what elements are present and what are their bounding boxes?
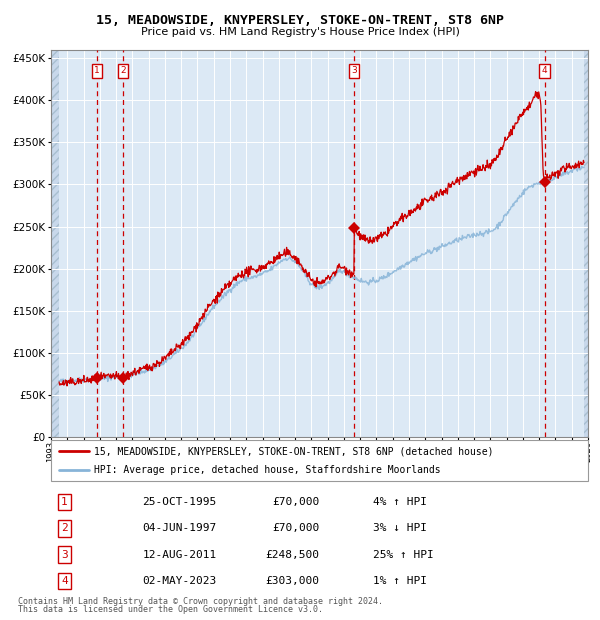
Text: 04-JUN-1997: 04-JUN-1997 [142, 523, 217, 533]
Text: Contains HM Land Registry data © Crown copyright and database right 2024.: Contains HM Land Registry data © Crown c… [18, 597, 383, 606]
Text: 25-OCT-1995: 25-OCT-1995 [142, 497, 217, 507]
Text: 2: 2 [61, 523, 68, 533]
Text: 3: 3 [351, 66, 357, 76]
Text: 4: 4 [542, 66, 547, 76]
Text: 3: 3 [61, 550, 68, 560]
Text: Price paid vs. HM Land Registry's House Price Index (HPI): Price paid vs. HM Land Registry's House … [140, 27, 460, 37]
Text: £70,000: £70,000 [272, 523, 320, 533]
Text: 12-AUG-2011: 12-AUG-2011 [142, 550, 217, 560]
Text: £303,000: £303,000 [265, 576, 320, 586]
Text: 1% ↑ HPI: 1% ↑ HPI [373, 576, 427, 586]
Text: 1: 1 [94, 66, 100, 76]
Text: 1: 1 [61, 497, 68, 507]
Text: 4: 4 [61, 576, 68, 586]
Bar [51, 50, 59, 437]
Text: 15, MEADOWSIDE, KNYPERSLEY, STOKE-ON-TRENT, ST8 6NP (detached house): 15, MEADOWSIDE, KNYPERSLEY, STOKE-ON-TRE… [94, 446, 493, 456]
FancyBboxPatch shape [51, 440, 588, 480]
Text: 02-MAY-2023: 02-MAY-2023 [142, 576, 217, 586]
Text: 4% ↑ HPI: 4% ↑ HPI [373, 497, 427, 507]
Text: 15, MEADOWSIDE, KNYPERSLEY, STOKE-ON-TRENT, ST8 6NP: 15, MEADOWSIDE, KNYPERSLEY, STOKE-ON-TRE… [96, 14, 504, 27]
Text: HPI: Average price, detached house, Staffordshire Moorlands: HPI: Average price, detached house, Staf… [94, 464, 440, 475]
Bar [584, 50, 588, 437]
Text: £248,500: £248,500 [265, 550, 320, 560]
Text: 3% ↓ HPI: 3% ↓ HPI [373, 523, 427, 533]
Text: This data is licensed under the Open Government Licence v3.0.: This data is licensed under the Open Gov… [18, 604, 323, 614]
Text: 2: 2 [120, 66, 126, 76]
Bar [584, 50, 588, 437]
Bar [51, 50, 59, 437]
Text: 25% ↑ HPI: 25% ↑ HPI [373, 550, 434, 560]
Text: £70,000: £70,000 [272, 497, 320, 507]
